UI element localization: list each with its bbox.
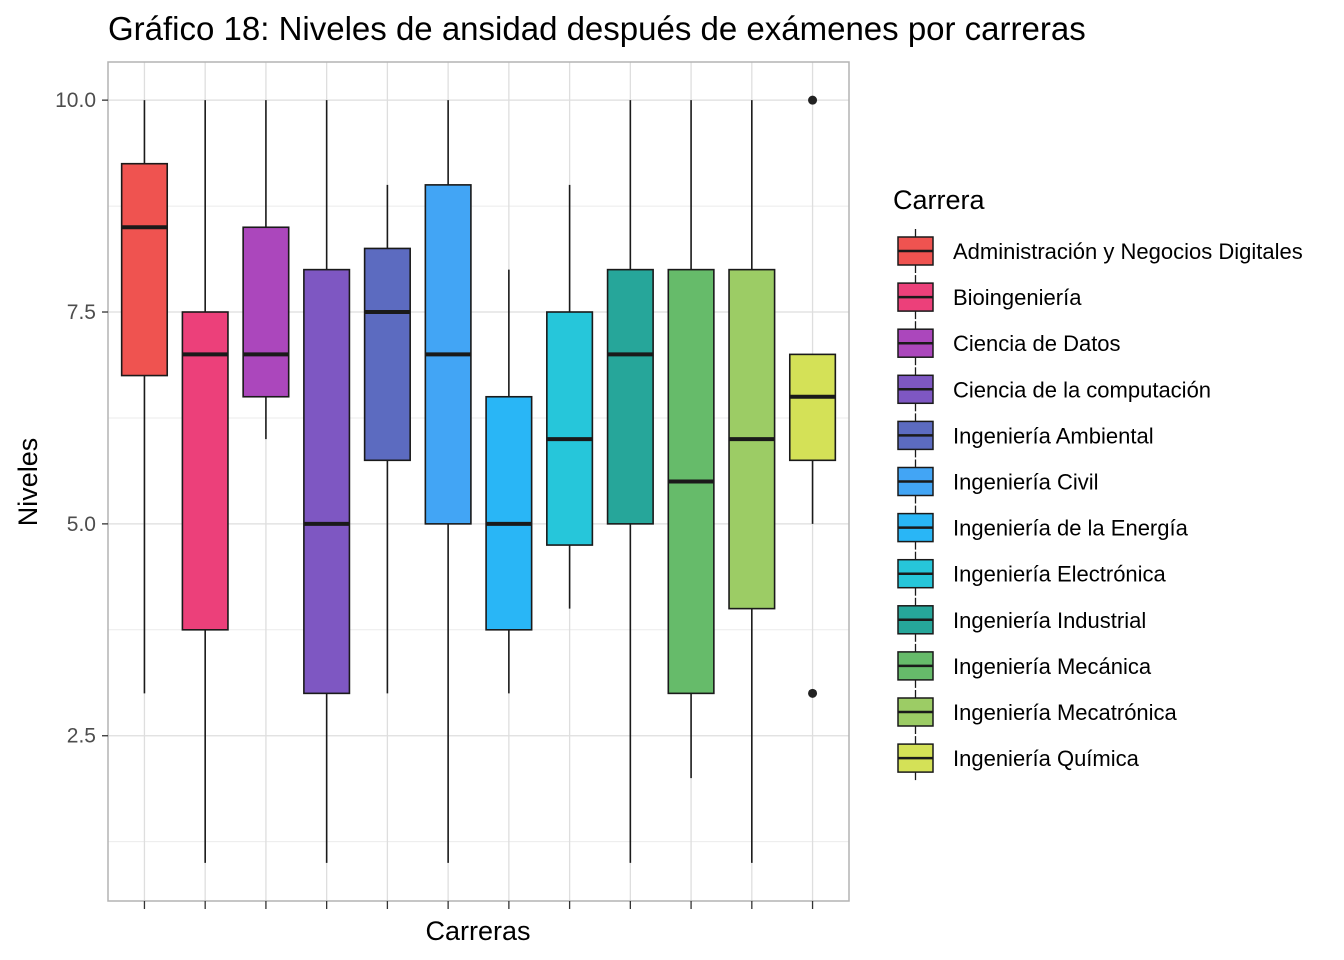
legend-label: Ingeniería Ambiental [953,423,1154,448]
box [788,353,837,462]
legend-title: Carrera [893,185,986,215]
box-group [181,100,229,863]
box-group [546,184,594,609]
legend-label: Ingeniería de la Energía [953,516,1189,541]
legend-item: Ingeniería Mecatrónica [897,690,1178,734]
box [242,226,290,398]
chart-title: Gráfico 18: Niveles de ansidad después d… [108,10,1086,47]
outlier-point [808,688,818,698]
y-tick-label: 2.5 [67,725,96,748]
legend-label: Administración y Negocios Digitales [953,239,1303,264]
box-group [120,100,169,694]
box [120,162,169,377]
y-tick-label: 5.0 [67,513,96,536]
y-tick-label: 7.5 [67,301,96,324]
box-group [728,100,776,863]
box-group [242,100,290,440]
box-plots [120,95,837,863]
legend-item: Administración y Negocios Digitales [897,229,1303,273]
y-axis-title: Niveles [13,438,43,527]
box [606,268,654,525]
box [546,311,594,546]
legend-label: Ciencia de la computación [953,377,1211,402]
legend-label: Ciencia de Datos [953,331,1121,356]
legend-item: Ingeniería Electrónica [897,551,1167,596]
legend-item: Ciencia de Datos [897,321,1121,366]
legend-item: Bioingeniería [897,275,1082,320]
box-group [485,269,533,694]
box [303,268,351,695]
legend-label: Ingeniería Química [953,746,1140,771]
box [363,247,411,462]
legend-item: Ingeniería Industrial [897,597,1146,642]
outlier-point [808,95,818,105]
box-group [606,100,654,863]
box-group [788,95,837,698]
legend-label: Ingeniería Mecatrónica [953,700,1178,725]
legend-item: Ingeniería Mecánica [897,643,1152,688]
x-axis-title: Carreras [425,916,530,946]
legend-label: Ingeniería Mecánica [953,654,1152,679]
legend-item: Ingeniería de la Energía [897,505,1189,550]
box-group [667,100,715,779]
legend-item: Ingeniería Química [897,736,1140,781]
box [485,395,533,631]
box [181,311,229,631]
legend-label: Bioingeniería [953,285,1082,310]
legend-item: Ingeniería Civil [897,459,1099,504]
legend-label: Ingeniería Electrónica [953,562,1167,587]
legend-label: Ingeniería Industrial [953,608,1146,633]
axes: 2.5 5.0 7.5 10.0 [55,89,814,909]
legend-label: Ingeniería Civil [953,470,1099,495]
legend: Carrera Administración y Negocios Digita… [893,185,1303,781]
box-group [424,100,472,863]
legend-item: Ciencia de la computación [897,367,1211,412]
plot-panel-border [107,61,850,902]
legend-item: Ingeniería Ambiental [897,413,1154,458]
box-group [303,100,351,863]
y-tick-label: 10.0 [55,89,96,112]
box-group [363,184,411,694]
